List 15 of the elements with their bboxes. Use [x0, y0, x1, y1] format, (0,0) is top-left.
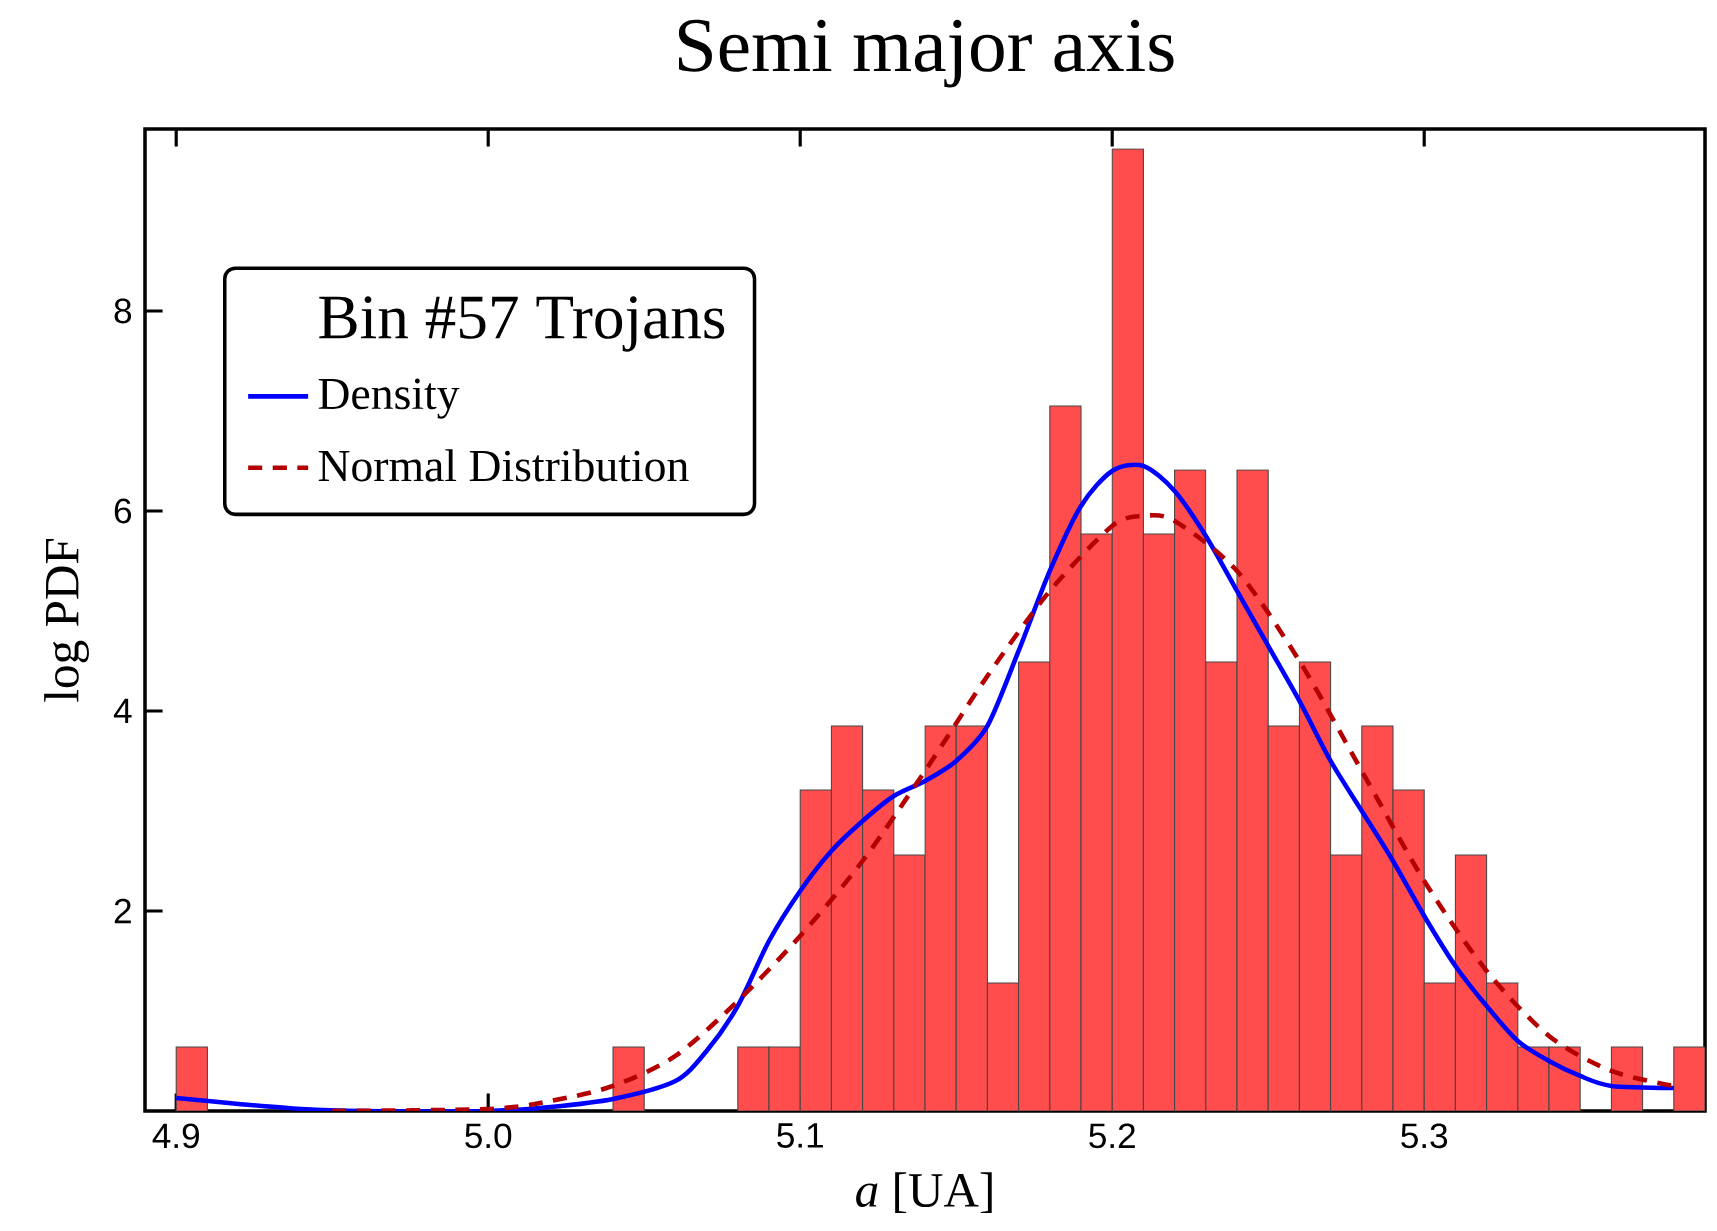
x-tick-label: 5.0	[465, 1123, 512, 1149]
x-tick-label: 4.9	[152, 1123, 199, 1149]
y-tick-label: 6	[114, 498, 132, 524]
x-axis-title: a [UA]	[856, 1172, 992, 1214]
y-axis-title: log PDF	[44, 539, 89, 702]
y-tick-label: 2	[114, 898, 131, 924]
legend-label: Density	[318, 378, 460, 419]
y-tick-label: 8	[114, 298, 132, 324]
chart-title: Semi major axis	[678, 19, 1174, 88]
x-tick-label: 5.3	[1401, 1123, 1448, 1149]
x-tick-label: 5.2	[1089, 1123, 1135, 1149]
legend-title: Bin #57 Trojans	[319, 296, 725, 352]
x-tick-label: 5.1	[777, 1123, 823, 1148]
y-tick-label: 4	[113, 698, 132, 724]
legend-label: Normal Distribution	[318, 449, 689, 482]
